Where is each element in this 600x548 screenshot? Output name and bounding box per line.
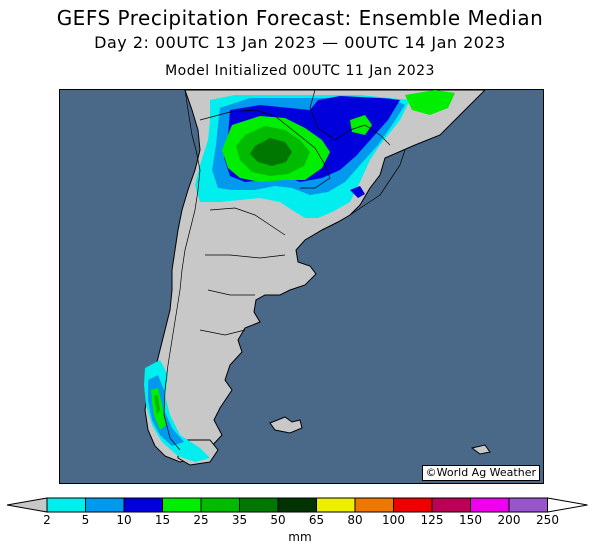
forecast-period: Day 2: 00UTC 13 Jan 2023 — 00UTC 14 Jan … [94,33,506,52]
legend-box [162,497,202,513]
legend-tick-label: 2 [43,513,51,527]
legend-tick-label: 200 [498,513,521,527]
legend-units: mm [288,530,312,544]
legend-box [316,497,356,513]
legend-boxes [6,497,588,513]
legend-box [277,497,317,513]
legend-tick-label: 25 [193,513,208,527]
legend-tick-label: 150 [459,513,482,527]
legend-tick-label: 5 [82,513,90,527]
legend-box [354,497,394,513]
legend-tick-label: 50 [270,513,285,527]
land-south-georgia [470,444,491,455]
legend-box [46,497,86,513]
legend-tick-label: 100 [382,513,405,527]
legend-box [239,497,279,513]
legend-tick-label: 80 [347,513,362,527]
map-canvas [60,90,543,483]
legend-tick-label: 15 [155,513,170,527]
land-falklands [269,416,303,434]
legend-tick-label: 65 [309,513,324,527]
precip-shading [144,90,455,462]
credit-label: ©World Ag Weather [421,465,540,481]
legend-box [470,497,510,513]
legend-below-arrow [6,497,48,513]
legend-box [85,497,125,513]
map-title: GEFS Precipitation Forecast: Ensemble Me… [56,6,544,30]
precipitation-map: ©World Ag Weather [59,89,544,484]
legend-above-arrow [547,497,588,513]
country-borders [163,90,406,451]
legend-tick-label: 125 [421,513,444,527]
legend-tick-label: 35 [232,513,247,527]
legend-box [123,497,163,513]
legend-tick-label: 10 [116,513,131,527]
legend-box [431,497,471,513]
legend-box [200,497,240,513]
legend-tick-label: 250 [536,513,559,527]
model-init-time: Model Initialized 00UTC 11 Jan 2023 [165,63,435,79]
legend-box [393,497,433,513]
color-legend: 2 5 10 15 25 35 50 65 80 100 125 150 200 250 [6,497,588,527]
legend-box [508,497,548,513]
legend-ticks: 2 5 10 15 25 35 50 65 80 100 125 150 200 250 [43,513,559,527]
